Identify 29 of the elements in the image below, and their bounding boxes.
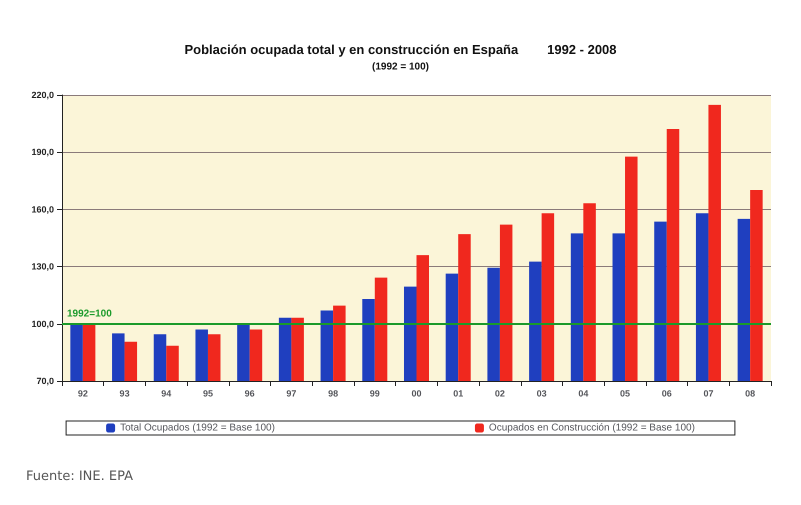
ref-line-label: 1992=100 — [67, 308, 112, 320]
legend-label: Total Ocupados (1992 = Base 100) — [120, 422, 275, 434]
y-tick-label: 130,0 — [31, 262, 54, 272]
chart-title: Población ocupada total y en construcción en España 1992 - 2008 — [184, 42, 617, 57]
chart-subtitle: (1992 = 100) — [372, 62, 429, 72]
y-tick-label: 100,0 — [31, 318, 54, 329]
x-tick-label: 92 — [78, 388, 88, 398]
x-tick-label: 99 — [370, 388, 380, 398]
y-tick-label: 70,0 — [36, 376, 54, 386]
x-tick-label: 02 — [494, 388, 505, 398]
y-tick-label: 220,0 — [31, 90, 54, 100]
x-tick-label: 93 — [120, 388, 130, 398]
x-tick-label: 97 — [286, 388, 296, 398]
x-tick-label: 04 — [578, 388, 588, 398]
y-tick-label: 190,0 — [31, 147, 54, 158]
x-tick-label: 00 — [411, 388, 422, 398]
x-tick-label: 06 — [662, 388, 672, 398]
x-tick-label: 01 — [453, 388, 464, 398]
y-tick-label: 160,0 — [31, 204, 54, 214]
x-tick-label: 98 — [328, 388, 338, 398]
x-tick-label: 05 — [620, 388, 630, 398]
x-tick-label: 94 — [161, 388, 172, 398]
x-tick-label: 07 — [703, 388, 714, 398]
x-tick-label: 96 — [244, 388, 255, 398]
x-tick-label: 03 — [536, 388, 547, 398]
source-note: Fuente: INE. EPA — [26, 469, 134, 484]
legend-label: Ocupados en Construcción (1992 = Base 100) — [488, 422, 695, 434]
x-tick-label: 08 — [745, 388, 756, 398]
x-tick-label: 95 — [202, 388, 213, 398]
